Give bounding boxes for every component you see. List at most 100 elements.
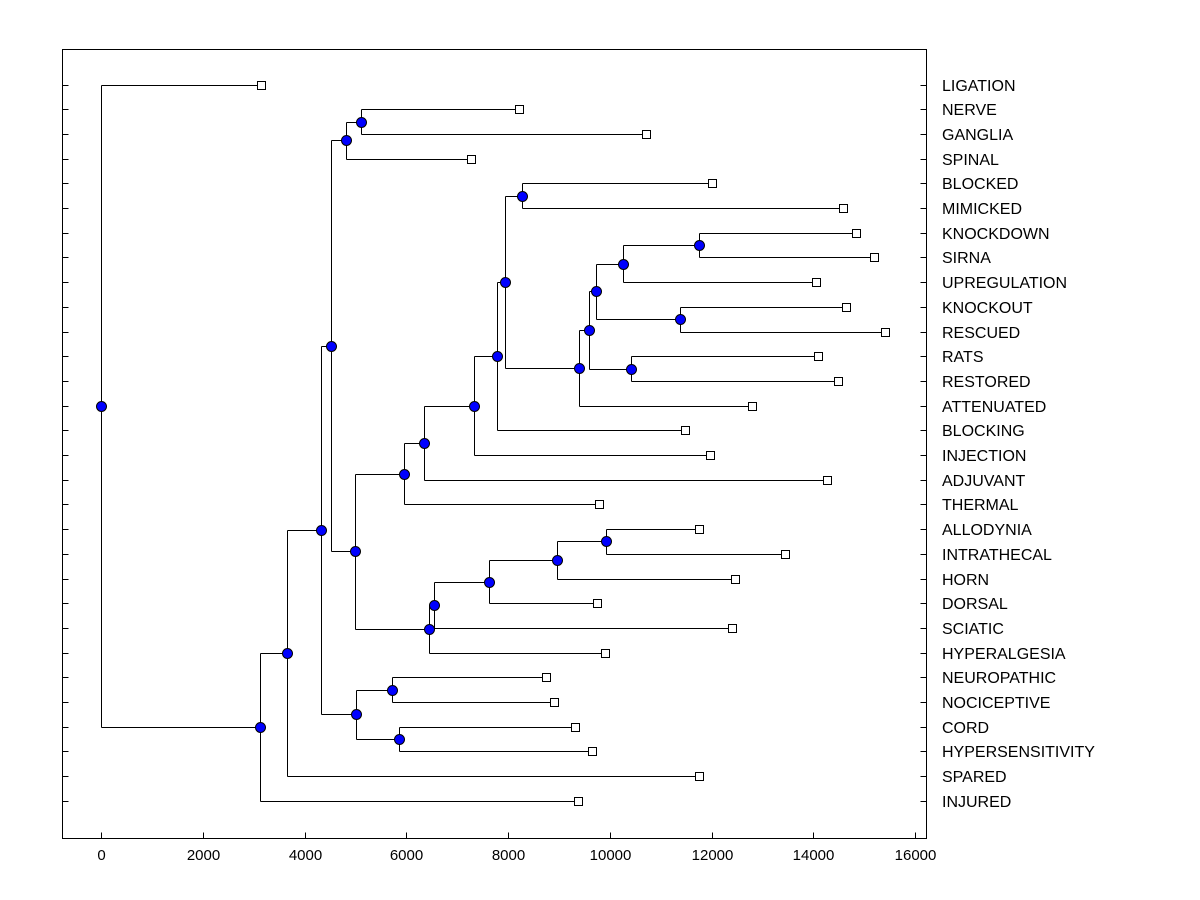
merge-node bbox=[584, 325, 595, 336]
leaf-marker bbox=[852, 229, 861, 238]
leaf-marker bbox=[595, 500, 604, 509]
merge-node bbox=[517, 191, 528, 202]
leaf-label: HYPERALGESIA bbox=[942, 646, 1066, 663]
leaf-marker bbox=[748, 402, 757, 411]
merge-node bbox=[387, 685, 398, 696]
x-tick-label: 10000 bbox=[590, 847, 632, 864]
x-tick-label: 2000 bbox=[187, 847, 220, 864]
leaf-label: THERMAL bbox=[942, 497, 1019, 514]
leaf-label: ADJUVANT bbox=[942, 473, 1025, 490]
leaf-marker bbox=[542, 673, 551, 682]
leaf-label: NEUROPATHIC bbox=[942, 670, 1056, 687]
leaf-marker bbox=[593, 599, 602, 608]
plot-frame bbox=[62, 49, 927, 839]
x-tick-label: 6000 bbox=[390, 847, 423, 864]
leaf-label: SPARED bbox=[942, 769, 1007, 786]
leaf-marker bbox=[257, 81, 266, 90]
leaf-marker bbox=[467, 155, 476, 164]
leaf-marker bbox=[881, 328, 890, 337]
leaf-marker bbox=[731, 575, 740, 584]
merge-node bbox=[326, 341, 337, 352]
merge-node bbox=[429, 600, 440, 611]
leaf-marker bbox=[708, 179, 717, 188]
leaf-label: HORN bbox=[942, 572, 989, 589]
leaf-marker bbox=[515, 105, 524, 114]
merge-node bbox=[694, 240, 705, 251]
leaf-label: INJECTION bbox=[942, 448, 1026, 465]
x-tick-label: 14000 bbox=[793, 847, 835, 864]
leaf-label: UPREGULATION bbox=[942, 275, 1067, 292]
leaf-label: INTRATHECAL bbox=[942, 547, 1052, 564]
leaf-label: LIGATION bbox=[942, 78, 1016, 95]
leaf-marker bbox=[842, 303, 851, 312]
leaf-label: SIRNA bbox=[942, 250, 991, 267]
leaf-label: ALLODYNIA bbox=[942, 522, 1032, 539]
leaf-marker bbox=[834, 377, 843, 386]
merge-node bbox=[618, 259, 629, 270]
leaf-label: KNOCKDOWN bbox=[942, 226, 1050, 243]
merge-node bbox=[316, 525, 327, 536]
leaf-marker bbox=[728, 624, 737, 633]
x-tick-label: 12000 bbox=[692, 847, 734, 864]
leaf-marker bbox=[706, 451, 715, 460]
merge-node bbox=[469, 401, 480, 412]
merge-node bbox=[500, 277, 511, 288]
x-tick-label: 8000 bbox=[492, 847, 525, 864]
merge-node bbox=[341, 135, 352, 146]
x-tick-label: 4000 bbox=[289, 847, 322, 864]
merge-node bbox=[601, 536, 612, 547]
leaf-label: RESTORED bbox=[942, 374, 1031, 391]
leaf-label: ATTENUATED bbox=[942, 399, 1046, 416]
leaf-marker bbox=[601, 649, 610, 658]
leaf-marker bbox=[839, 204, 848, 213]
x-tick-label: 16000 bbox=[895, 847, 937, 864]
merge-node bbox=[574, 363, 585, 374]
leaf-label: MIMICKED bbox=[942, 201, 1022, 218]
merge-node bbox=[282, 648, 293, 659]
merge-node bbox=[484, 577, 495, 588]
merge-node bbox=[351, 709, 362, 720]
leaf-label: KNOCKOUT bbox=[942, 300, 1033, 317]
leaf-marker bbox=[814, 352, 823, 361]
merge-node bbox=[399, 469, 410, 480]
leaf-label: CORD bbox=[942, 720, 989, 737]
leaf-marker bbox=[695, 525, 704, 534]
merge-node bbox=[419, 438, 430, 449]
leaf-marker bbox=[588, 747, 597, 756]
leaf-label: BLOCKING bbox=[942, 423, 1025, 440]
leaf-label: DORSAL bbox=[942, 596, 1008, 613]
merge-node bbox=[492, 351, 503, 362]
x-tick-label: 0 bbox=[97, 847, 105, 864]
merge-node bbox=[626, 364, 637, 375]
merge-node bbox=[356, 117, 367, 128]
merge-node bbox=[552, 555, 563, 566]
merge-node bbox=[675, 314, 686, 325]
leaf-label: NOCICEPTIVE bbox=[942, 695, 1050, 712]
leaf-marker bbox=[823, 476, 832, 485]
leaf-label: GANGLIA bbox=[942, 127, 1013, 144]
leaf-marker bbox=[550, 698, 559, 707]
leaf-label: INJURED bbox=[942, 794, 1011, 811]
leaf-marker bbox=[681, 426, 690, 435]
leaf-label: RESCUED bbox=[942, 325, 1020, 342]
merge-node bbox=[424, 624, 435, 635]
leaf-marker bbox=[574, 797, 583, 806]
leaf-label: SCIATIC bbox=[942, 621, 1004, 638]
leaf-label: RATS bbox=[942, 349, 983, 366]
merge-node bbox=[394, 734, 405, 745]
leaf-marker bbox=[695, 772, 704, 781]
leaf-marker bbox=[812, 278, 821, 287]
leaf-label: SPINAL bbox=[942, 152, 999, 169]
merge-node bbox=[255, 722, 266, 733]
leaf-marker bbox=[870, 253, 879, 262]
merge-node bbox=[96, 401, 107, 412]
leaf-marker bbox=[781, 550, 790, 559]
merge-node bbox=[350, 546, 361, 557]
leaf-label: BLOCKED bbox=[942, 176, 1018, 193]
leaf-label: HYPERSENSITIVITY bbox=[942, 744, 1095, 761]
leaf-label: NERVE bbox=[942, 102, 997, 119]
merge-node bbox=[591, 286, 602, 297]
leaf-marker bbox=[571, 723, 580, 732]
leaf-marker bbox=[642, 130, 651, 139]
